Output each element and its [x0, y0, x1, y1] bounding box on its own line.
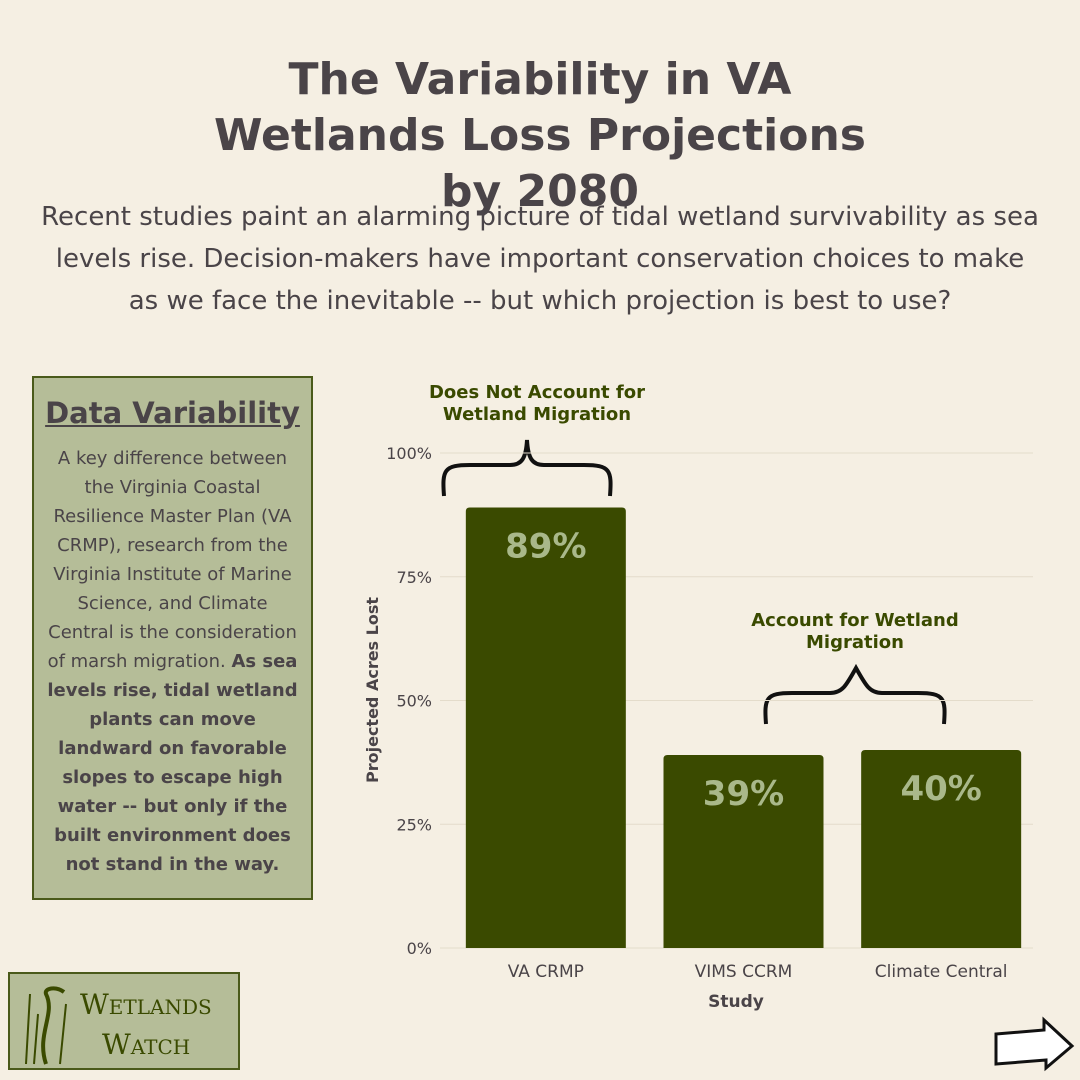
bar: [861, 750, 1022, 948]
value-label: 40%: [900, 769, 981, 809]
bracket: [441, 439, 613, 497]
x-tick-label: VIMS CCRM: [695, 962, 793, 982]
y-tick-label: 0%: [407, 939, 432, 958]
y-tick-label: 100%: [386, 444, 432, 463]
sidebar-heading: Data Variability: [45, 396, 300, 430]
sidebar-body: A key difference between the Virginia Co…: [47, 448, 297, 672]
bar: [663, 754, 824, 948]
sidebar-bold: As sea levels rise, tidal wetland plants…: [47, 651, 298, 875]
annotation: Does Not Account for Wetland Migration: [428, 382, 645, 425]
y-tick-label: 75%: [396, 568, 432, 587]
logo: Wetlands Watch: [8, 972, 240, 1070]
sidebar: Data Variability A key difference betwee…: [32, 376, 313, 900]
value-label: 39%: [703, 774, 784, 814]
sidebar-text: A key difference between the Virginia Co…: [44, 444, 301, 879]
x-tick-label: VA CRMP: [508, 962, 584, 982]
logo-line1: Wetlands: [80, 988, 212, 1021]
y-tick-label: 50%: [396, 692, 432, 711]
x-tick-label: Climate Central: [875, 962, 1008, 982]
title: The Variability in VA Wetlands Loss Proj…: [0, 52, 1080, 220]
bracket: [763, 663, 947, 725]
title-text: The Variability in VA Wetlands Loss Proj…: [214, 54, 866, 217]
bar: [465, 507, 626, 948]
next-arrow[interactable]: [994, 1016, 1075, 1072]
logo-line2: Watch: [102, 1028, 191, 1061]
subtitle: Recent studies paint an alarming picture…: [41, 202, 1039, 316]
y-axis-label: Projected Acres Lost: [363, 597, 382, 783]
logo-icon: [25, 986, 67, 1065]
y-tick-label: 25%: [396, 815, 432, 834]
annotation: Account for Wetland Migration: [751, 610, 959, 653]
value-label: 89%: [505, 526, 586, 566]
x-axis-label: Study: [708, 992, 764, 1012]
